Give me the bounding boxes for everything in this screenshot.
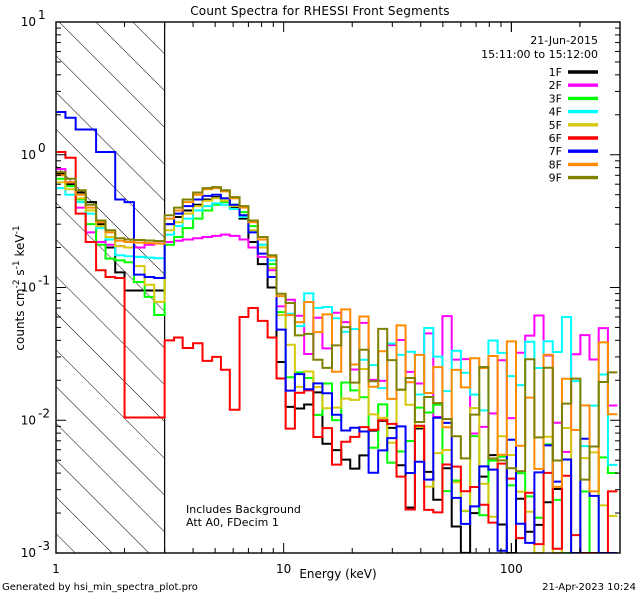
svg-text:10: 10	[21, 15, 36, 29]
y-tick-label: 10 -3	[21, 539, 50, 560]
legend-label: 2F	[549, 79, 562, 92]
svg-text:0: 0	[38, 141, 46, 155]
footer-timestamp: 21-Apr-2023 10:24	[542, 582, 636, 593]
svg-text:-1: -1	[38, 274, 50, 288]
legend-label: 8F	[549, 158, 562, 171]
annotation-includes-background: Includes Background	[186, 503, 301, 516]
y-tick-label: 10 0	[21, 141, 46, 162]
legend-item-6f: 6F	[549, 132, 598, 145]
legend-label: 1F	[549, 66, 562, 79]
legend-item-5f: 5F	[549, 119, 598, 132]
y-tick-label: 10 -1	[21, 274, 50, 295]
legend-label: 3F	[549, 92, 562, 105]
legend-item-3f: 3F	[549, 92, 598, 105]
legend-label: 6F	[549, 132, 562, 145]
svg-text:1: 1	[38, 8, 46, 22]
y-tick-label: 10 -2	[21, 406, 50, 427]
svg-text:-2: -2	[38, 406, 50, 420]
legend-item-8f: 8F	[549, 158, 598, 171]
excluded-band-hatch	[56, 22, 166, 553]
spectrum-line-7f	[56, 110, 618, 553]
legend-label: 9F	[549, 172, 562, 185]
observation-interval: 15:11:00 to 15:12:00	[481, 48, 598, 61]
legend-label: 7F	[549, 145, 562, 158]
legend-item-4f: 4F	[549, 106, 598, 119]
legend-item-7f: 7F	[549, 145, 598, 158]
svg-text:counts cm-2 s-1 keV-1: counts cm-2 s-1 keV-1	[12, 225, 27, 350]
x-tick-label: 100	[500, 562, 523, 576]
svg-text:10: 10	[21, 546, 36, 560]
annotation-attenuator-state: Att A0, FDecim 1	[186, 516, 279, 529]
axes-layer	[55, 21, 621, 554]
y-tick-label: 10 1	[21, 8, 46, 29]
legend-label: 4F	[549, 106, 562, 119]
legend-item-9f: 9F	[549, 172, 598, 185]
x-tick-label: 1	[52, 562, 60, 576]
legend-label: 5F	[549, 119, 562, 132]
svg-text:10: 10	[21, 281, 36, 295]
svg-text:10: 10	[21, 148, 36, 162]
spectrum-line-6f	[56, 150, 618, 553]
x-tick-label: 10	[276, 562, 291, 576]
spectra-series-layer	[56, 110, 618, 553]
page-title: Count Spectra for RHESSI Front Segments	[190, 4, 450, 18]
observation-date: 21-Jun-2015	[530, 34, 598, 47]
svg-text:10: 10	[21, 413, 36, 427]
legend-item-2f: 2F	[549, 79, 598, 92]
spectrum-line-9f	[56, 171, 618, 481]
y-axis-label: counts cm-2 s-1 keV-1	[12, 225, 27, 350]
svg-text:-3: -3	[38, 539, 50, 553]
legend-item-1f: 1F	[549, 66, 598, 79]
footer-generated-by: Generated by hsi_min_spectra_plot.pro	[2, 582, 198, 593]
x-axis-label: Energy (keV)	[299, 567, 376, 581]
